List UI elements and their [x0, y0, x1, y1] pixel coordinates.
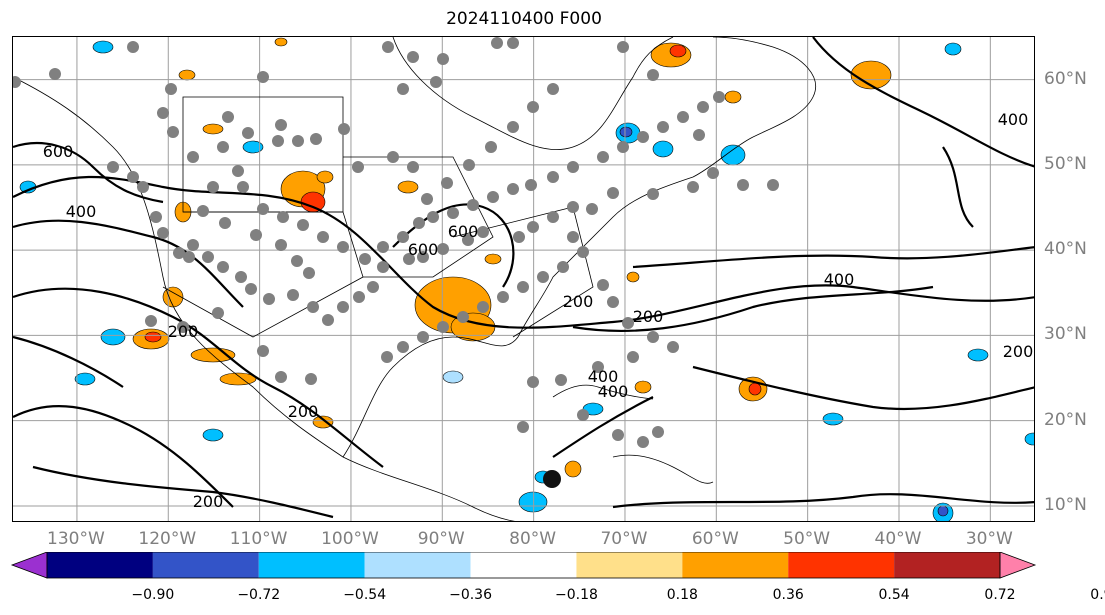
longitude-label: 90°W [417, 529, 465, 549]
colorbar-tick-label: 0.36 [772, 587, 804, 603]
latitude-label: 40°N [1044, 239, 1087, 260]
latitude-label: 30°N [1044, 324, 1087, 345]
contour-label: 400 [998, 110, 1029, 129]
contour-label: 400 [588, 367, 619, 386]
map-panel: 200 200 200 200 400 400 400 400 600 600 600 400 200 2… [12, 36, 1035, 522]
contour-label: 600 [448, 222, 479, 241]
contour-label: 600 [43, 142, 74, 161]
colorbar-segment [152, 552, 259, 578]
colorbar-tick-label: 0.54 [878, 587, 910, 603]
longitude-label: 30°W [965, 529, 1013, 549]
longitude-label: 110°W [229, 529, 288, 549]
colorbar-tick-label: −0.18 [554, 587, 598, 603]
contour-label: 200 [1003, 342, 1034, 361]
shaded-anomaly-layer [19, 37, 1034, 521]
longitude-label: 40°W [874, 529, 922, 549]
contour-label: 200 [168, 322, 199, 341]
contour-label: 600 [408, 240, 439, 259]
gridlines [13, 37, 1034, 521]
contour-labels: 2002002002004004004004006006006004002002… [43, 110, 1034, 511]
colorbar-max-extend [999, 552, 1037, 579]
colorbar-tick-label: −0.54 [343, 587, 387, 603]
map-canvas: 2002002002004004004004006006006004002002… [13, 37, 1034, 521]
longitude-label: 70°W [600, 529, 648, 549]
colorbar-tick-label: 0.72 [984, 587, 1016, 603]
latitude-label: 60°N [1044, 68, 1087, 89]
longitude-label: 130°W [47, 529, 105, 549]
colorbar-tick-label: −0.36 [449, 587, 492, 603]
colorbar-tick-label: 0.90 [1090, 587, 1105, 603]
latitude-label: 20°N [1044, 409, 1087, 430]
coastlines-borders [13, 37, 816, 521]
colorbar-tick-label: −0.90 [131, 587, 175, 603]
colorbar-tick-label: −0.72 [237, 587, 281, 603]
colorbar-segment [894, 552, 1000, 578]
colorbar-segment [470, 552, 577, 578]
station-markers [13, 37, 779, 488]
contour-label: 400 [824, 270, 855, 289]
longitude-label: 80°W [509, 529, 557, 549]
colorbar-segment [682, 552, 789, 578]
contour-label: 200 [288, 402, 319, 421]
contour-label: 200 [563, 292, 594, 311]
colorbar-segment [576, 552, 683, 578]
colorbar-segment [47, 552, 153, 578]
longitude-label: 100°W [321, 529, 379, 549]
contour-label: 400 [598, 382, 629, 401]
latitude-label: 10°N [1044, 494, 1087, 515]
colorbar-segment [258, 552, 365, 578]
map-title: 2024110400 F000 [446, 9, 602, 29]
longitude-label: 60°W [691, 529, 739, 549]
contour-label: 200 [633, 307, 664, 326]
contour-lines [13, 37, 1034, 519]
contour-label: 200 [193, 492, 224, 511]
colorbar-tick-label: 0.18 [666, 587, 698, 603]
colorbar-min-extend [10, 552, 48, 579]
longitude-label: 50°W [783, 529, 831, 549]
colorbar-segment [788, 552, 895, 578]
longitude-label: 120°W [138, 529, 197, 549]
colorbar [10, 552, 1037, 579]
colorbar-segment [364, 552, 471, 578]
latitude-label: 50°N [1044, 153, 1087, 174]
contour-label: 400 [66, 202, 97, 221]
